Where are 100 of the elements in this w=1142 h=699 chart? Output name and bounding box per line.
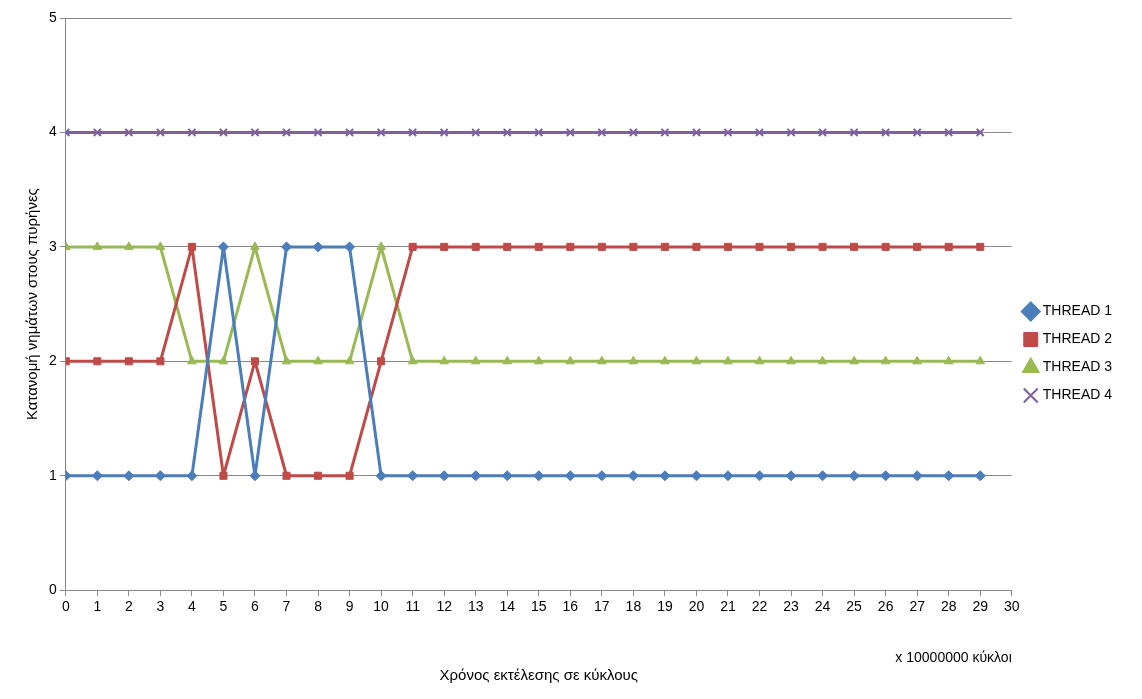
x-tick-label: 26 <box>877 598 894 615</box>
point <box>597 127 607 137</box>
point <box>93 357 102 366</box>
x-tick-label: 27 <box>909 598 926 615</box>
point <box>282 471 291 480</box>
point <box>123 470 135 482</box>
point <box>849 355 859 365</box>
y-tick-label: 4 <box>48 123 57 140</box>
legend-label: THREAD 3 <box>1042 358 1113 375</box>
point <box>975 355 986 365</box>
point <box>912 355 922 365</box>
point <box>377 357 386 366</box>
point <box>471 242 480 251</box>
point <box>314 471 323 480</box>
point <box>345 127 355 137</box>
x-tick-label: 4 <box>188 598 197 615</box>
point <box>471 127 481 137</box>
point <box>817 355 828 365</box>
x-tick-label: 5 <box>219 598 228 615</box>
x-tick-label: 29 <box>972 598 989 615</box>
point <box>408 242 417 251</box>
x-tick-label: 23 <box>783 598 800 615</box>
y-tick-label: 1 <box>48 466 57 483</box>
point <box>250 241 260 250</box>
point <box>503 242 512 251</box>
point <box>250 127 260 137</box>
x-tick-label: 6 <box>251 598 260 615</box>
point <box>92 241 103 250</box>
point <box>754 470 765 482</box>
x-tick-label: 18 <box>625 598 642 615</box>
x-tick-label: 13 <box>467 598 484 615</box>
x-tick-label: 12 <box>436 598 453 615</box>
point <box>534 127 544 137</box>
point <box>565 355 576 365</box>
point <box>92 127 102 137</box>
point <box>786 127 796 137</box>
x-tick-label: 24 <box>814 598 831 615</box>
x-tick-label: 22 <box>751 598 768 615</box>
x-tick-label: 9 <box>345 598 354 615</box>
point <box>976 242 985 251</box>
point <box>818 127 828 137</box>
point <box>439 355 450 365</box>
x-tick-label: 25 <box>846 598 863 615</box>
point <box>692 242 701 251</box>
point <box>913 242 922 251</box>
point <box>881 242 890 251</box>
point <box>218 127 228 137</box>
point <box>124 357 133 366</box>
y-tick-label: 3 <box>48 237 57 254</box>
point <box>754 127 765 137</box>
point <box>754 355 765 365</box>
legend-label: THREAD 1 <box>1042 302 1113 319</box>
point <box>155 127 165 137</box>
x-tick-label: 28 <box>940 598 957 615</box>
x-axis-title: Χρόνος εκτέλεσης σε κύκλους <box>439 666 639 684</box>
point <box>312 241 324 253</box>
point <box>186 470 198 482</box>
point <box>344 355 355 365</box>
point <box>219 471 228 480</box>
point <box>187 127 197 137</box>
x-tick-label: 7 <box>282 598 291 615</box>
point <box>502 355 513 365</box>
point <box>124 127 134 137</box>
point <box>975 127 985 137</box>
point <box>344 241 356 253</box>
point <box>659 470 671 482</box>
point <box>881 127 891 137</box>
x-tick-label: 17 <box>594 598 610 615</box>
y-tick-label: 2 <box>48 352 57 369</box>
point <box>124 241 134 250</box>
point <box>250 357 260 366</box>
x-tick-label: 19 <box>657 598 673 615</box>
point <box>691 355 702 365</box>
point <box>629 242 638 251</box>
x-tick-label: 1 <box>93 598 102 615</box>
point <box>376 241 386 250</box>
x-tick-label: 2 <box>124 598 133 615</box>
point <box>818 242 827 251</box>
x-tick-label: 20 <box>688 598 705 615</box>
x-tick-label: 16 <box>562 598 579 615</box>
point <box>722 470 734 482</box>
point <box>565 127 575 137</box>
x-tick-label: 3 <box>156 598 165 615</box>
point <box>375 470 387 482</box>
point <box>155 241 166 250</box>
point <box>691 127 701 137</box>
y-tick-label: 5 <box>48 8 57 25</box>
x-tick-label: 11 <box>405 598 421 615</box>
point <box>723 127 733 137</box>
point <box>313 355 323 365</box>
point <box>407 355 418 365</box>
point <box>597 242 606 251</box>
point <box>597 355 607 365</box>
point <box>912 127 922 137</box>
point <box>345 471 354 480</box>
point <box>660 127 670 137</box>
y-axis-title: Κατανομή νημάτων στους πυρήνες <box>23 188 41 421</box>
point <box>723 355 733 365</box>
x-tick-label: 14 <box>499 598 516 615</box>
point <box>187 355 197 365</box>
